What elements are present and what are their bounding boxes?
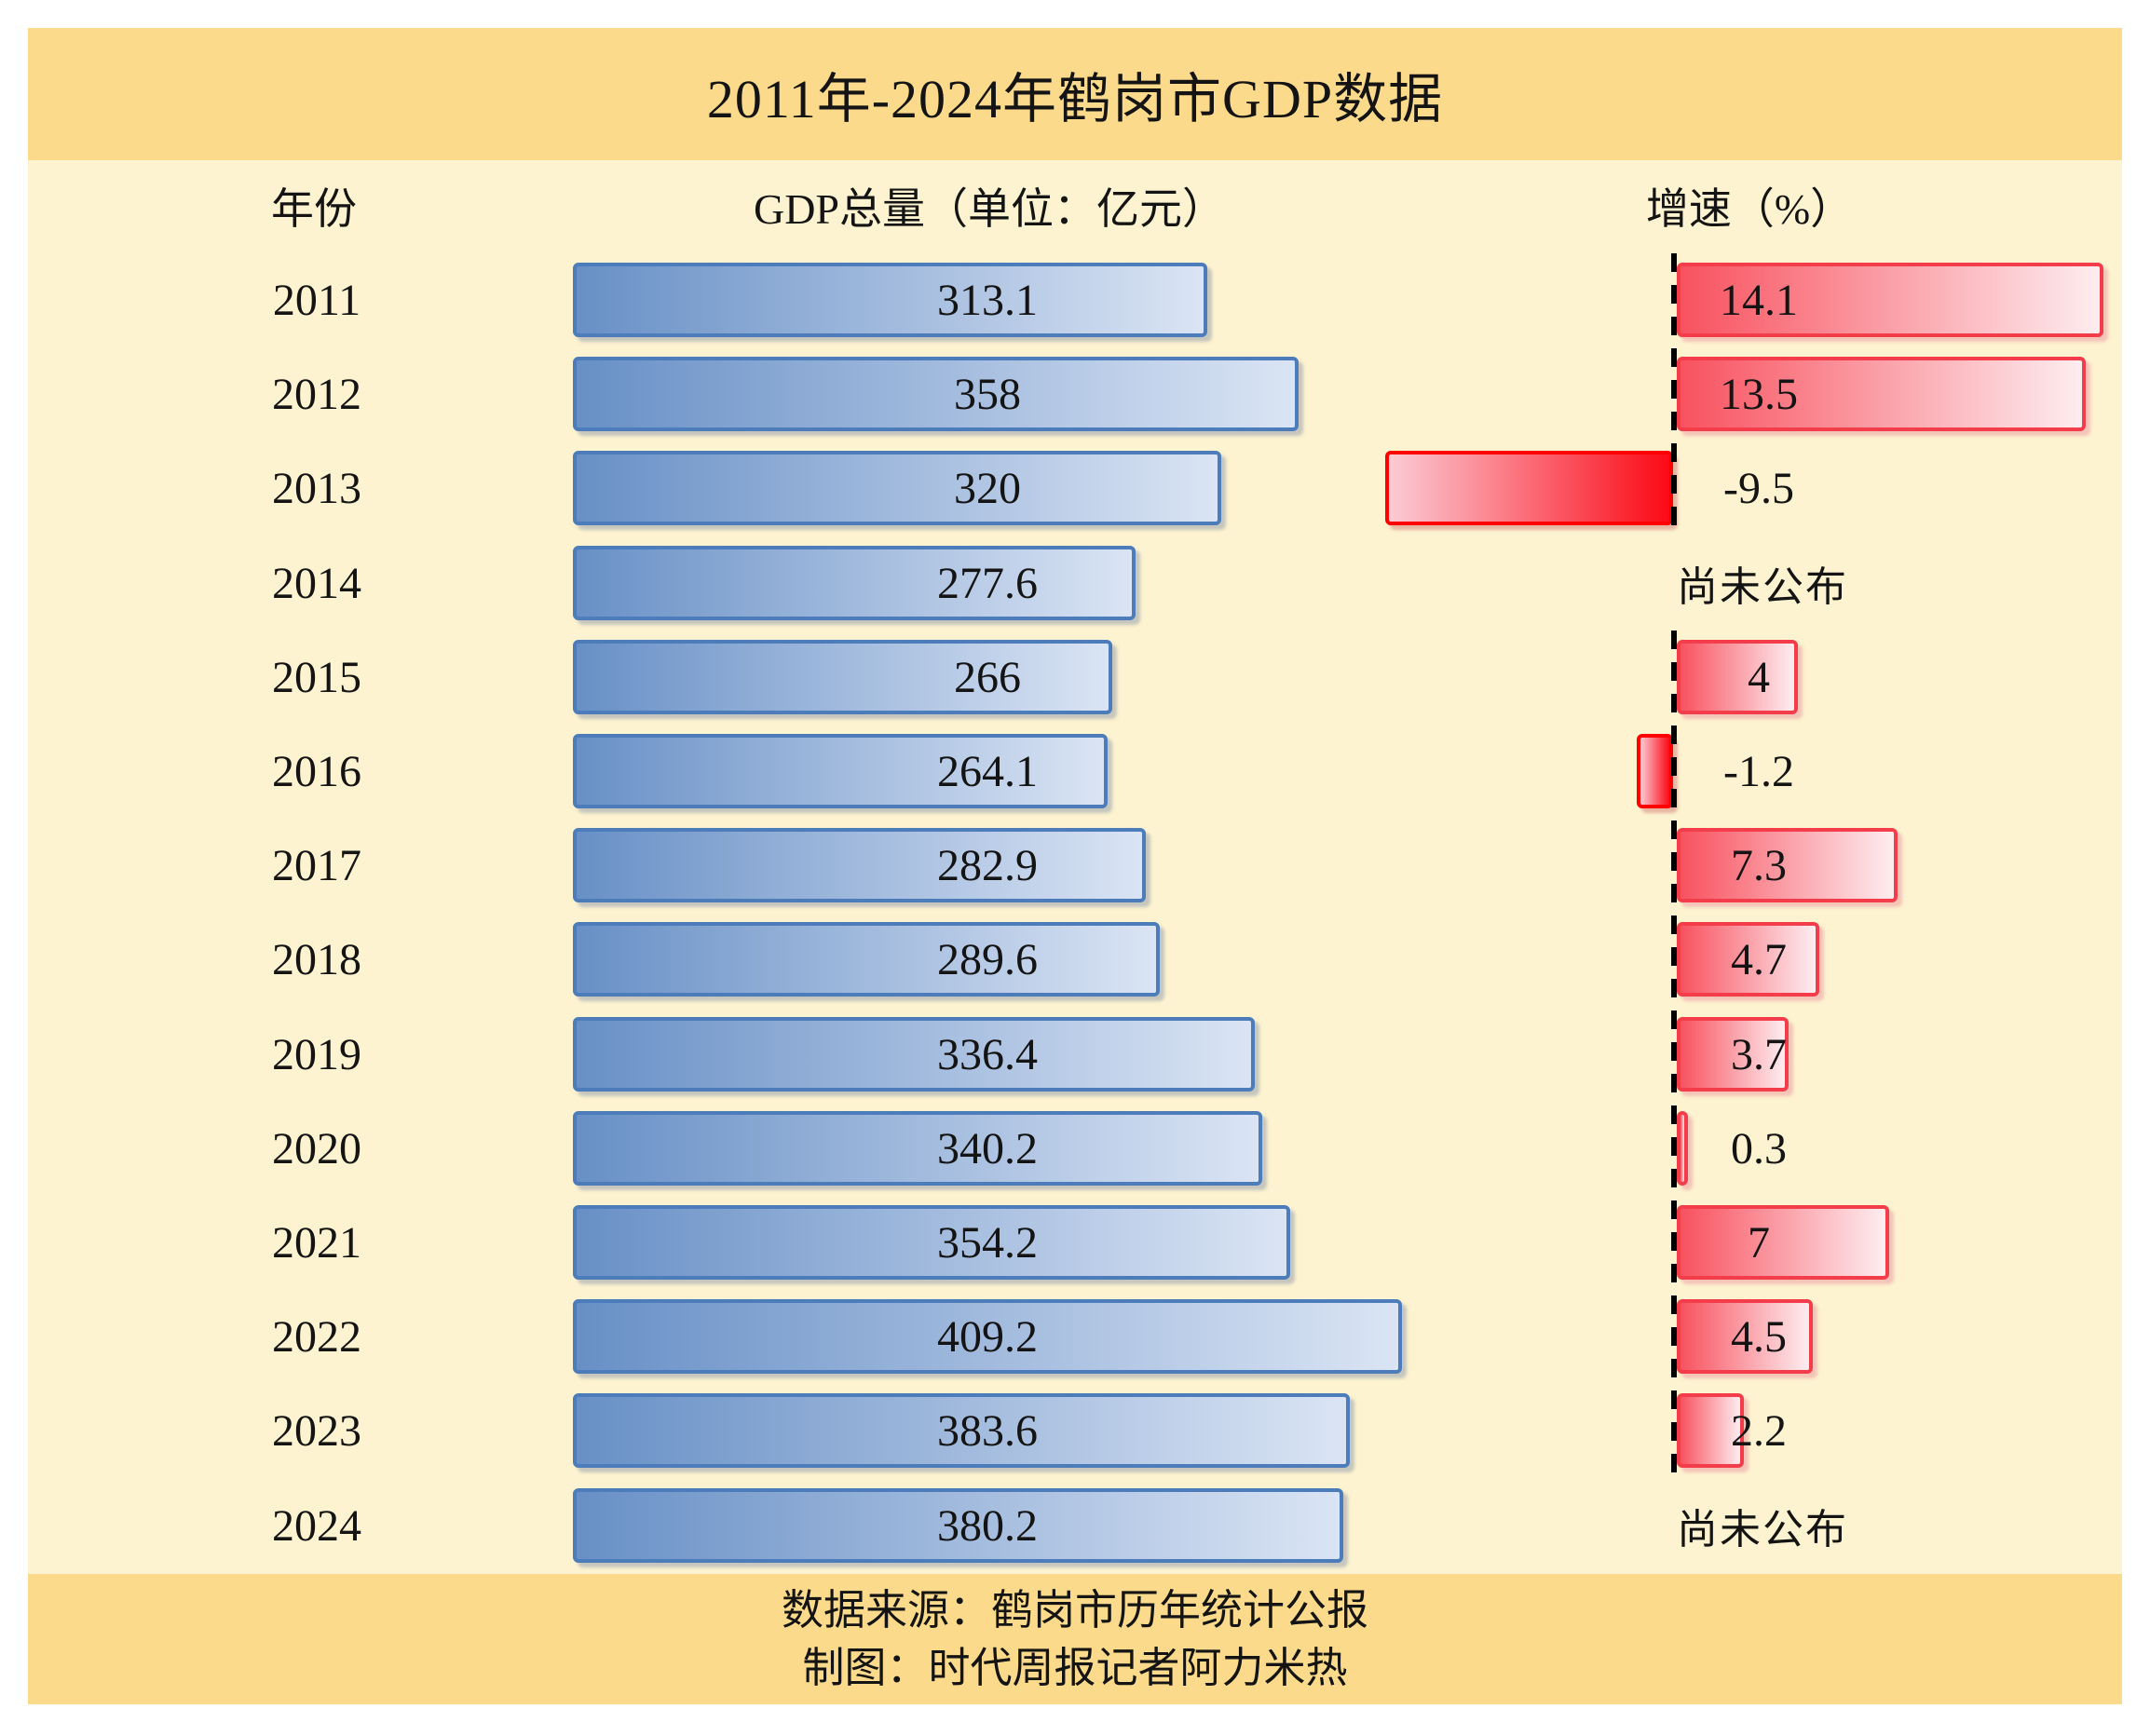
gdp-value-label: 354.2 (937, 1218, 1038, 1268)
year-label: 2014 (272, 558, 361, 608)
gdp-bar (573, 1393, 1351, 1469)
year-label: 2011 (272, 276, 361, 325)
gdp-bar (573, 1110, 1262, 1186)
growth-value-label: 7.3 (1731, 841, 1787, 891)
growth-bar (1677, 1205, 1889, 1280)
page-title: 2011年-2024年鹤岗市GDP数据 (706, 69, 1444, 129)
chart-row: 2012 358 13.5 (0, 347, 2150, 441)
chart-row: 2023 383.6 2.2 (0, 1384, 2150, 1478)
gdp-bar (573, 639, 1112, 714)
growth-value-label: 4 (1748, 652, 1770, 702)
year-label: 2023 (272, 1406, 361, 1457)
year-label: 2019 (272, 1029, 361, 1079)
chart-row: 2019 336.4 3.7 (0, 1008, 2150, 1102)
growth-value-label: 13.5 (1720, 370, 1798, 420)
chart-row: 2018 289.6 4.7 (0, 913, 2150, 1007)
growth-zero-axis (1671, 630, 1677, 1479)
growth-bar (1677, 357, 2086, 432)
growth-value-label: 0.3 (1731, 1123, 1787, 1173)
year-label: 2017 (272, 841, 361, 891)
gdp-bar (573, 1016, 1255, 1092)
year-label: 2013 (272, 464, 361, 514)
growth-bar (1677, 1299, 1814, 1375)
chart-row: 2014 277.6 尚未公布 (0, 536, 2150, 631)
chart-row: 2022 409.2 4.5 (0, 1290, 2150, 1384)
chart-row: 2021 354.2 7 (0, 1196, 2150, 1290)
growth-value-label: -9.5 (1723, 464, 1794, 514)
gdp-bar (573, 734, 1109, 808)
column-header-year: 年份 (271, 185, 357, 233)
gdp-value-label: 266 (954, 652, 1021, 702)
chart-row: 2020 340.2 0.3 (0, 1102, 2150, 1196)
year-label: 2022 (272, 1312, 361, 1363)
growth-bar (1677, 639, 1798, 714)
chart-row: 2011 313.1 14.1 (0, 253, 2150, 347)
year-label: 2012 (272, 370, 361, 420)
gdp-value-label: 340.2 (937, 1123, 1038, 1173)
footer-band: 数据来源：鹤岗市历年统计公报 制图：时代周报记者阿力米热 (28, 1574, 2122, 1704)
gdp-value-label: 409.2 (937, 1312, 1038, 1363)
growth-zero-axis (1671, 253, 1677, 536)
gdp-value-label: 383.6 (937, 1406, 1038, 1457)
gdp-value-label: 282.9 (937, 841, 1038, 891)
gdp-bar (573, 1299, 1402, 1375)
credit-note: 制图：时代周报记者阿力米热 (802, 1645, 1348, 1691)
gdp-bar (573, 263, 1207, 337)
gdp-bar (573, 545, 1136, 620)
gdp-value-label: 313.1 (937, 276, 1038, 325)
gdp-value-label: 320 (954, 464, 1021, 514)
column-header-gdp: GDP总量（单位：亿元） (753, 185, 1226, 233)
chart-row: 2013 320 -9.5 (0, 441, 2150, 536)
growth-value-label: -1.2 (1723, 747, 1794, 796)
year-label: 2018 (272, 935, 361, 985)
growth-bar (1677, 922, 1819, 997)
year-label: 2024 (272, 1500, 361, 1551)
growth-bar (1385, 451, 1673, 526)
gdp-value-label: 358 (954, 370, 1021, 420)
growth-value-label: 2.2 (1731, 1406, 1787, 1457)
growth-value-label: 14.1 (1720, 276, 1798, 325)
gdp-value-label: 277.6 (937, 558, 1038, 608)
column-header-growth: 增速（%） (1645, 185, 1854, 233)
growth-value-label: 4.5 (1731, 1312, 1787, 1363)
gdp-value-label: 336.4 (937, 1029, 1038, 1079)
chart-row: 2016 264.1 -1.2 (0, 725, 2150, 819)
chart-row: 2017 282.9 7.3 (0, 819, 2150, 913)
growth-bar (1677, 828, 1898, 903)
chart-row: 2024 380.2 尚未公布 (0, 1479, 2150, 1573)
growth-value-label: 3.7 (1731, 1029, 1787, 1079)
gdp-value-label: 264.1 (937, 747, 1038, 796)
growth-bar (1677, 1016, 1789, 1092)
year-label: 2016 (272, 747, 361, 796)
gdp-bar (573, 451, 1221, 526)
gdp-value-label: 289.6 (937, 935, 1038, 985)
year-label: 2015 (272, 652, 361, 702)
not-published-label: 尚未公布 (1677, 1507, 1848, 1553)
growth-bar (1677, 1393, 1744, 1469)
data-source-note: 数据来源：鹤岗市历年统计公报 (781, 1587, 1368, 1634)
header-band (28, 28, 2122, 160)
growth-bar (1677, 1110, 1688, 1186)
not-published-label: 尚未公布 (1677, 564, 1848, 611)
growth-value-label: 4.7 (1731, 935, 1787, 985)
gdp-bar (573, 828, 1147, 903)
gdp-bar (573, 922, 1160, 997)
gdp-bar (573, 357, 1299, 432)
year-label: 2021 (272, 1218, 361, 1268)
growth-bar (1637, 734, 1673, 808)
growth-bar (1677, 263, 2104, 337)
gdp-value-label: 380.2 (937, 1500, 1038, 1551)
chart-row: 2015 266 4 (0, 631, 2150, 725)
gdp-bar (573, 1205, 1291, 1280)
year-label: 2020 (272, 1123, 361, 1173)
growth-value-label: 7 (1748, 1218, 1770, 1268)
gdp-bar (573, 1487, 1343, 1563)
